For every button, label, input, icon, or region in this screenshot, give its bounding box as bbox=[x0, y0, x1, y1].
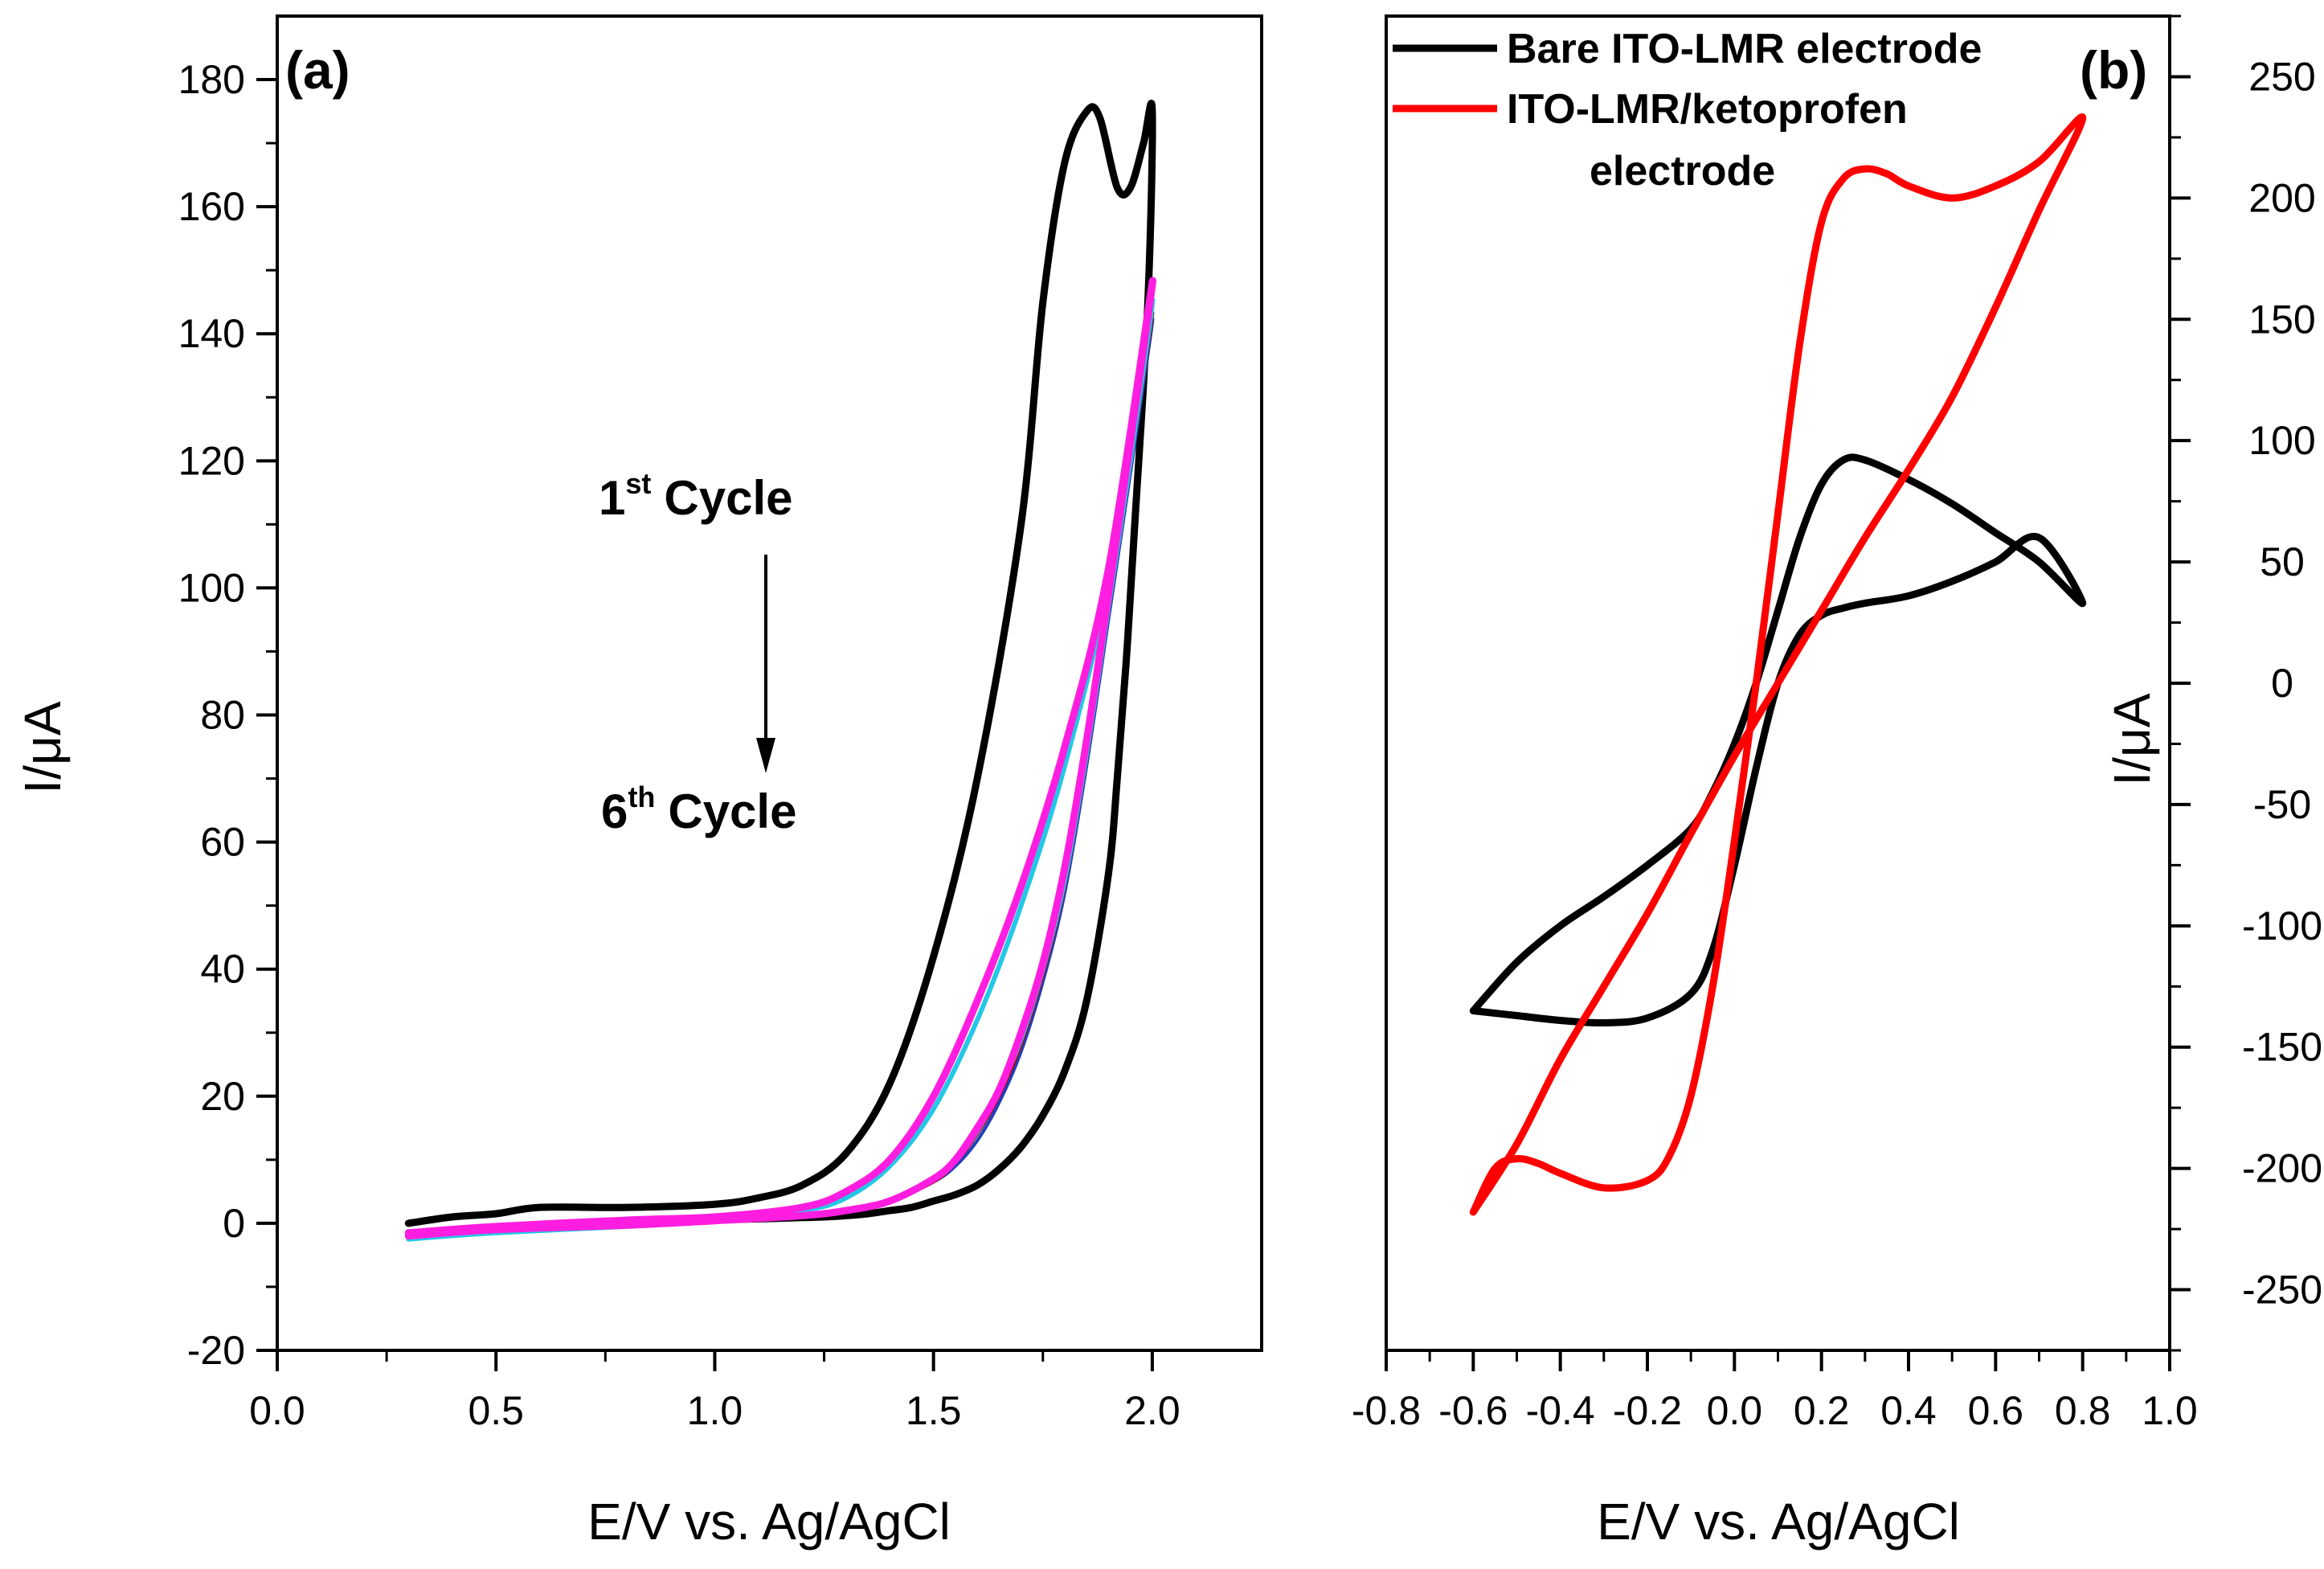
panel-b-y-axis-title: I/μA bbox=[2103, 693, 2161, 785]
panel-a-x-axis-title: E/V vs. Ag/AgCl bbox=[587, 1493, 951, 1551]
annotation-first-cycle-sup: st bbox=[625, 467, 651, 500]
annotation-first-cycle-word: Cycle bbox=[664, 471, 792, 525]
y-tick-label: 120 bbox=[178, 438, 245, 483]
y-tick-label: 160 bbox=[178, 184, 245, 229]
x-tick-label: 0.0 bbox=[249, 1388, 305, 1433]
x-tick-label: -0.6 bbox=[1438, 1388, 1508, 1433]
panel-b-x-axis-title: E/V vs. Ag/AgCl bbox=[1597, 1493, 1960, 1551]
y-tick-label: 180 bbox=[178, 57, 245, 102]
y-tick-label: 60 bbox=[200, 820, 245, 865]
y-tick-label: -50 bbox=[2253, 782, 2311, 827]
legend-label-1: Bare ITO-LMR electrode bbox=[1507, 26, 1982, 72]
panel-a-x-axis: 0.0 0.5 1.0 1.5 2.0 bbox=[249, 1350, 1180, 1433]
annotation-sixth-cycle-sup: th bbox=[628, 780, 655, 813]
x-tick-label: 0.8 bbox=[2055, 1388, 2111, 1433]
x-tick-label: -0.8 bbox=[1352, 1388, 1421, 1433]
annotation-sixth-cycle-num: 6 bbox=[601, 784, 628, 838]
x-tick-label: 1.5 bbox=[906, 1388, 962, 1433]
y-tick-label: -150 bbox=[2242, 1025, 2322, 1070]
y-tick-label: 20 bbox=[200, 1074, 245, 1119]
y-tick-label: 40 bbox=[200, 947, 245, 992]
y-tick-label: 0 bbox=[223, 1201, 245, 1246]
y-tick-label: -200 bbox=[2242, 1146, 2322, 1191]
panel-a-y-axis: -20 0 20 40 60 80 100 120 140 160 180 bbox=[178, 57, 277, 1373]
y-tick-label: 100 bbox=[2248, 418, 2315, 463]
x-tick-label: -0.4 bbox=[1526, 1388, 1595, 1433]
panel-b-curves bbox=[1469, 113, 2087, 1216]
panel-a-frame bbox=[276, 14, 1263, 1352]
y-tick-label: 80 bbox=[200, 693, 245, 738]
x-tick-label: 0.5 bbox=[468, 1388, 524, 1433]
x-tick-label: 2.0 bbox=[1124, 1388, 1180, 1433]
x-tick-label: 1.0 bbox=[2142, 1388, 2198, 1433]
y-tick-label: 50 bbox=[2260, 539, 2305, 584]
y-tick-label: 0 bbox=[2271, 661, 2293, 706]
y-tick-label: -100 bbox=[2242, 903, 2322, 948]
legend-label-2: ITO-LMR/ketoprofen bbox=[1507, 86, 1908, 133]
panel-b-x-axis: -0.8 -0.6 -0.4 -0.2 0.0 0.2 0.4 0.6 0.8 1.0 bbox=[1352, 1350, 2198, 1433]
annotation-first-cycle-num: 1 bbox=[599, 471, 625, 525]
x-tick-label: 0.0 bbox=[1707, 1388, 1763, 1433]
panel-b-y-axis: -250 -200 -150 -100 -50 0 50 100 150 200 250 bbox=[2170, 14, 2322, 1352]
panel-a: 0.0 0.5 1.0 1.5 2.0 -20020406080100120140160… bbox=[14, 14, 1263, 1551]
x-tick-label: 0.4 bbox=[1880, 1388, 1937, 1433]
y-tick-label: 200 bbox=[2248, 175, 2315, 220]
x-tick-label: 0.2 bbox=[1794, 1388, 1850, 1433]
cycle-annotation: 1st Cycle 6th Cycle bbox=[599, 467, 796, 838]
series-cycle-6 bbox=[404, 277, 1156, 1240]
legend-label-2: electrode bbox=[1590, 148, 1775, 195]
annotation-first-cycle: 1st Cycle bbox=[599, 467, 793, 525]
y-tick-label: -20 bbox=[187, 1328, 245, 1373]
panel-b: -0.8 -0.6 -0.4 -0.2 0.0 0.2 0.4 0.6 0.8 1.0 -250-… bbox=[1352, 14, 2322, 1551]
y-tick-label: 140 bbox=[178, 311, 245, 356]
y-tick-label: 250 bbox=[2248, 54, 2315, 99]
y-tick-label: -250 bbox=[2242, 1268, 2322, 1313]
annotation-sixth-cycle-word: Cycle bbox=[668, 784, 796, 838]
panel-b-label: (b) bbox=[2080, 40, 2147, 100]
x-tick-label: -0.2 bbox=[1613, 1388, 1682, 1433]
annotation-arrow-head bbox=[756, 738, 775, 773]
annotation-sixth-cycle: 6th Cycle bbox=[601, 780, 796, 838]
series-ketoprofen-electrode bbox=[1469, 113, 2087, 1216]
panel-b-legend: Bare ITO-LMR electrode ITO-LMR/ketoprofen… bbox=[1393, 26, 1982, 195]
panel-a-y-axis-title: I/μA bbox=[14, 701, 72, 793]
x-tick-label: 0.6 bbox=[1968, 1388, 2024, 1433]
x-tick-label: 1.0 bbox=[687, 1388, 743, 1433]
panel-a-curves bbox=[404, 100, 1156, 1242]
panel-a-label: (a) bbox=[285, 40, 350, 100]
y-tick-label: 150 bbox=[2248, 297, 2315, 342]
y-tick-label: 100 bbox=[178, 565, 245, 610]
